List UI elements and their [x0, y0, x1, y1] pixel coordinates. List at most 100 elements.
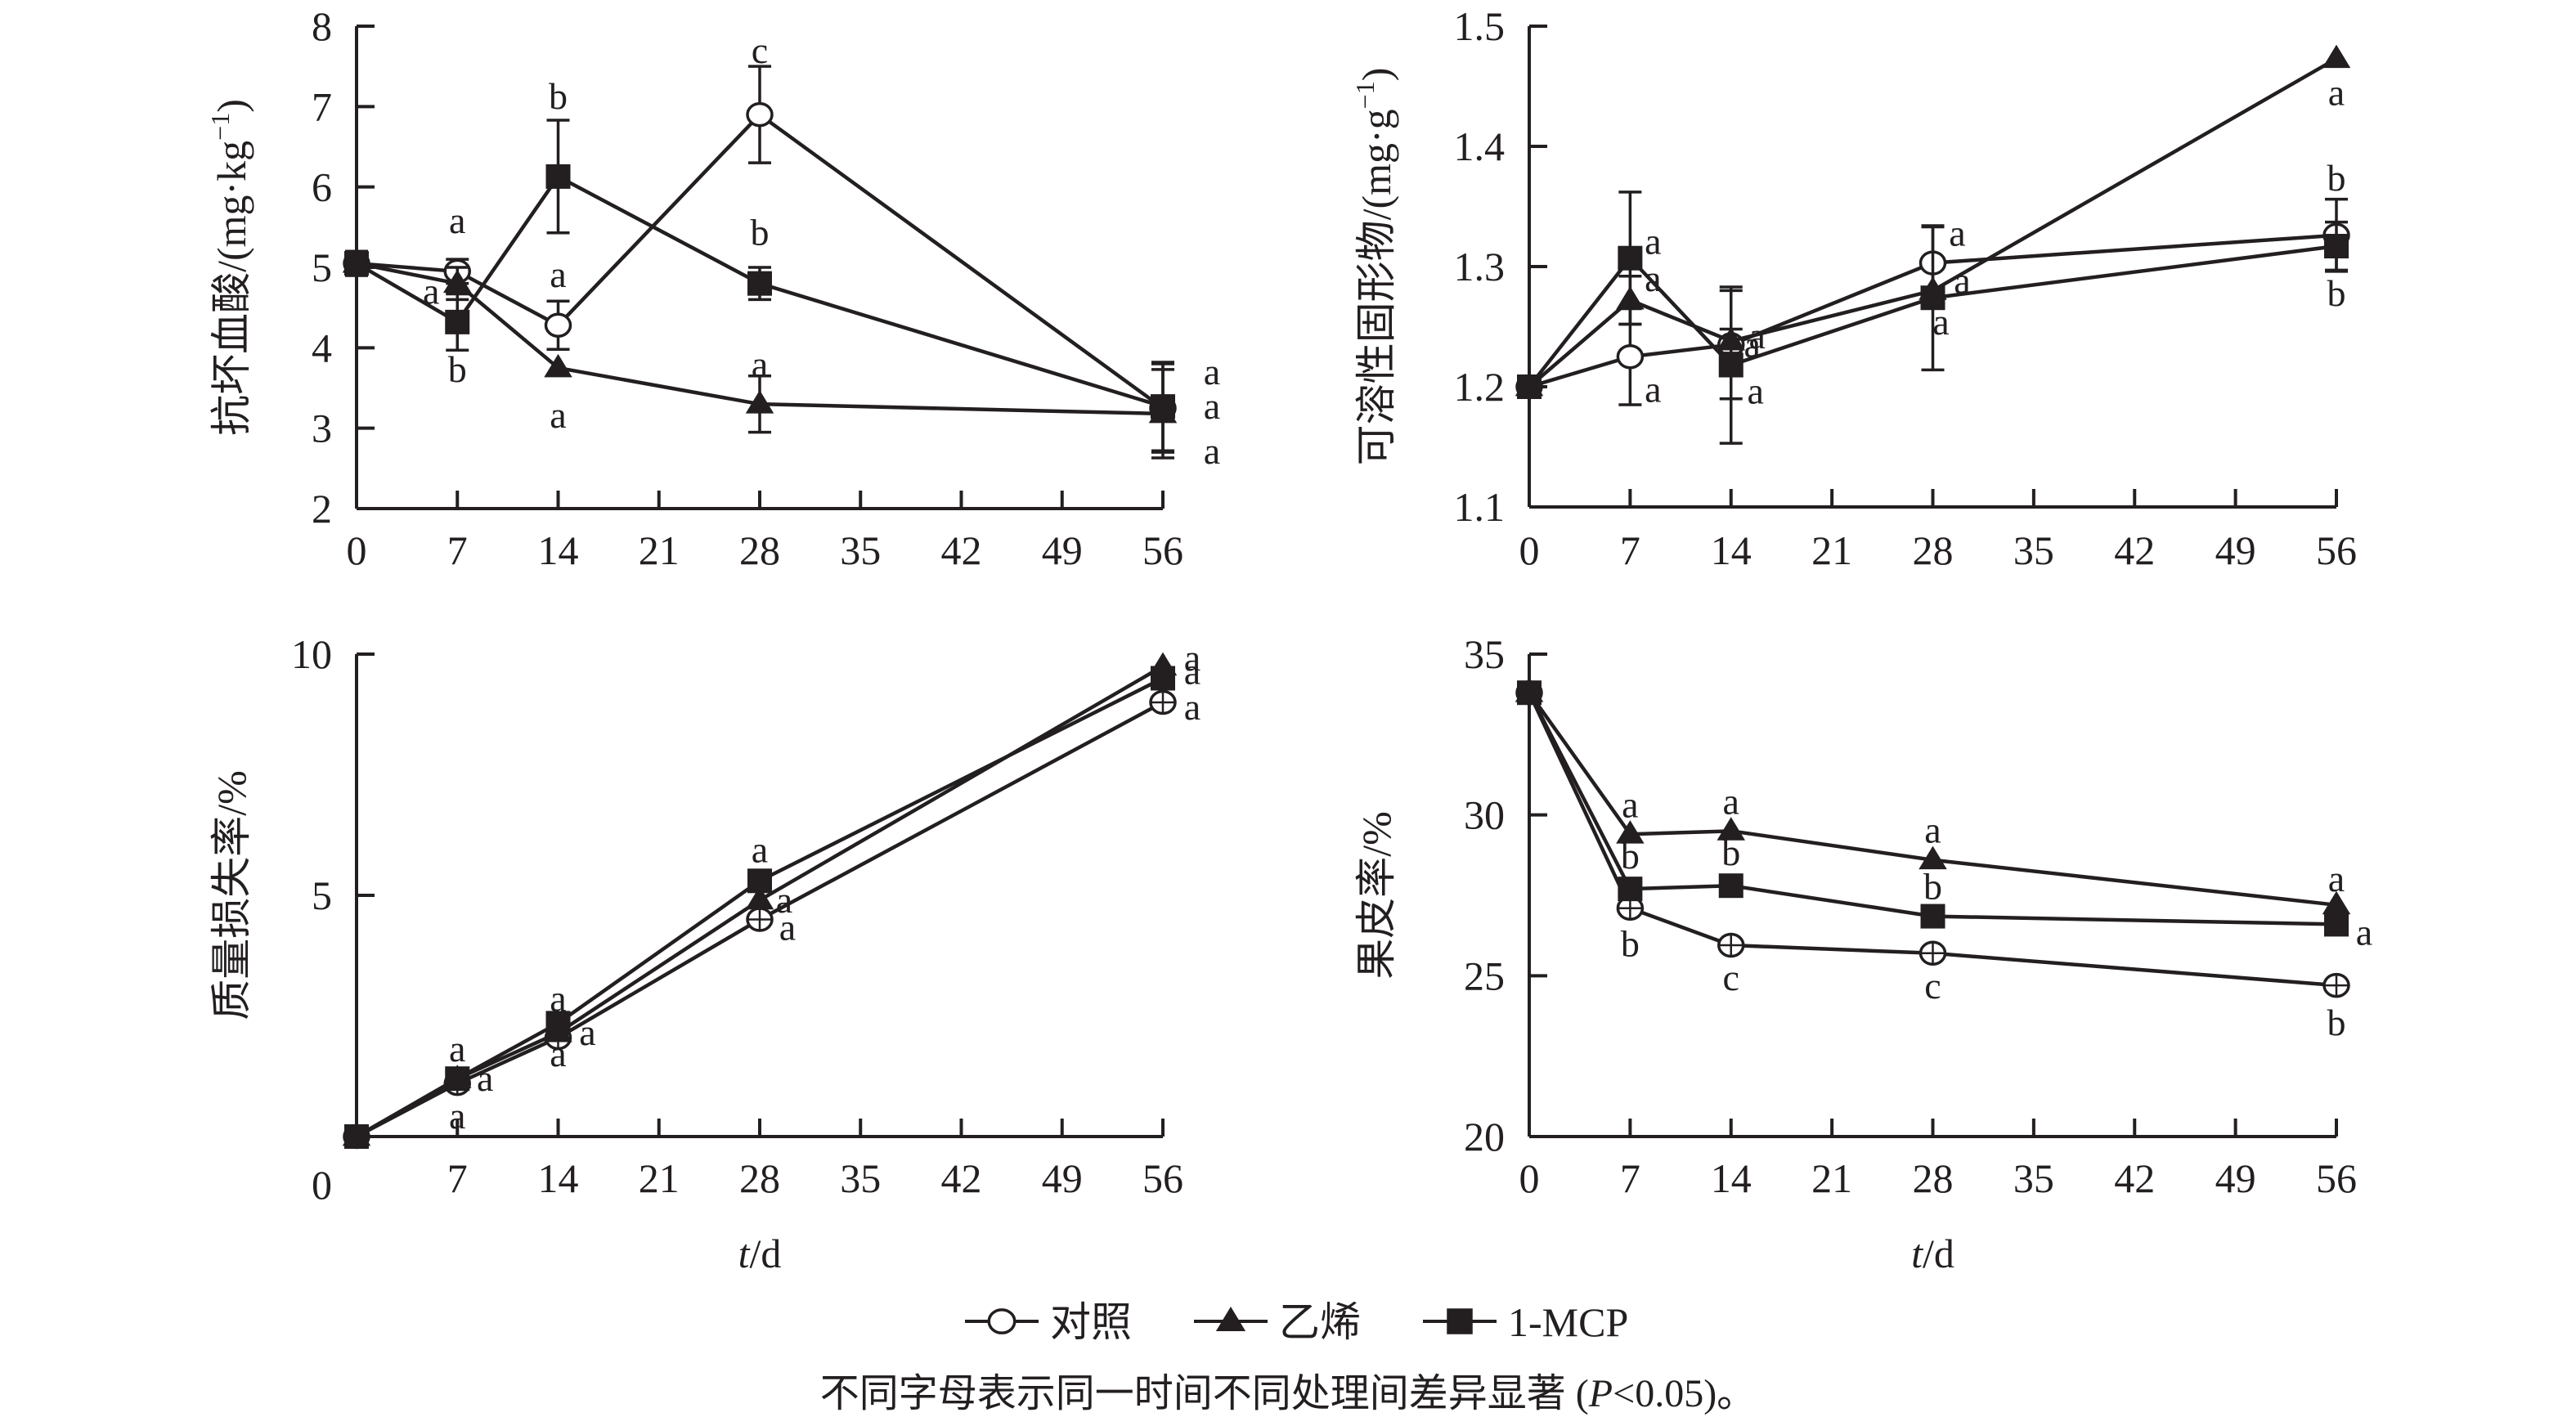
y-tick-label: 1.5: [1454, 3, 1506, 49]
significance-letter: a: [1204, 430, 1220, 472]
y-tick-label: 5: [312, 872, 332, 918]
marker-square: [445, 309, 470, 334]
x-axis-title-var: t: [1911, 1231, 1923, 1276]
marker-triangle: [2322, 44, 2351, 69]
y-tick-label: 10: [291, 631, 332, 677]
y-axis-title-sup: −1: [205, 113, 235, 141]
significance-letter: b: [2327, 157, 2346, 199]
significance-letter: a: [752, 343, 768, 385]
significance-letter: c: [1924, 965, 1941, 1007]
significance-letter: b: [2327, 1002, 2346, 1043]
significance-letter: a: [1748, 370, 1764, 412]
x-tick-label: 28: [739, 1155, 780, 1201]
y-tick-label: 25: [1464, 953, 1505, 998]
y-tick-label: 7: [312, 83, 332, 129]
significance-letter: a: [2328, 858, 2345, 899]
marker-triangle: [1717, 817, 1745, 841]
significance-letter: a: [477, 1057, 493, 1099]
significance-letter: a: [550, 253, 566, 295]
marker-square: [1151, 394, 1175, 419]
x-tick-label: 49: [1042, 527, 1083, 573]
significance-letter: b: [1721, 832, 1740, 873]
legend-item: 乙烯: [1194, 1299, 1361, 1345]
caption-before: 不同字母表示同一时间不同处理间差异显著 (: [820, 1372, 1589, 1415]
x-tick-label: 21: [1811, 527, 1852, 573]
significance-letter: a: [1749, 315, 1766, 356]
marker-triangle: [1215, 1307, 1246, 1331]
significance-letter: a: [1645, 368, 1661, 410]
marker-square: [1517, 374, 1542, 399]
x-tick-label: 14: [538, 1155, 579, 1201]
legend-item: 1-MCP: [1423, 1299, 1628, 1345]
x-tick-label: 49: [1042, 1155, 1083, 1201]
y-tick-label: 8: [312, 3, 332, 49]
marker-square: [445, 1066, 470, 1092]
significance-letter: a: [1204, 351, 1220, 392]
marker-square: [1718, 352, 1744, 378]
x-tick-label: 56: [1142, 1155, 1183, 1201]
significance-letter: a: [1184, 637, 1200, 679]
marker-square: [747, 271, 772, 296]
significance-letter: a: [776, 879, 792, 921]
y-tick-label: 1.1: [1454, 484, 1506, 530]
y-tick-label: 35: [1464, 631, 1505, 677]
significance-letter: a: [1924, 809, 1941, 851]
x-tick-label: 28: [739, 527, 780, 573]
marker-square: [1517, 680, 1542, 706]
x-tick-label: 0: [1519, 1155, 1540, 1201]
significance-letter: a: [1954, 259, 1970, 301]
marker-square: [2324, 912, 2349, 937]
legend-label: 对照: [1050, 1299, 1132, 1345]
y-tick-label: 1.4: [1454, 123, 1506, 169]
significance-letter: b: [1923, 866, 1942, 908]
x-tick-label: 42: [2114, 527, 2155, 573]
significance-letter: a: [1184, 651, 1200, 693]
x-tick-label: 49: [2215, 1155, 2256, 1201]
significance-letter: a: [579, 1011, 595, 1053]
x-tick-label: 7: [1620, 527, 1640, 573]
y-axis-title-main: 质量损失率/%: [209, 770, 254, 1020]
y-axis-title-close: ): [209, 99, 254, 113]
x-axis-title-unit: /d: [750, 1231, 782, 1276]
significance-letter: a: [1184, 686, 1200, 728]
significance-letter: a: [550, 977, 566, 1019]
x-axis-title: t/d: [738, 1231, 782, 1276]
marker-square: [1718, 873, 1744, 899]
y-tick-label: 2: [312, 486, 332, 531]
legend-label: 乙烯: [1279, 1299, 1361, 1345]
y-axis-title: 果皮率/%: [1353, 811, 1399, 980]
x-tick-label: 56: [2316, 527, 2357, 573]
x-axis-title-unit: /d: [1923, 1231, 1954, 1276]
marker-square: [1151, 666, 1175, 691]
x-tick-label: 49: [2215, 527, 2256, 573]
significance-letter: a: [2328, 72, 2345, 114]
marker-square: [545, 1011, 571, 1036]
significance-letter: a: [1204, 385, 1220, 427]
marker-square: [344, 251, 369, 276]
marker-circle: [544, 312, 572, 339]
x-tick-label: 7: [1620, 1155, 1640, 1201]
x-axis-title: t/d: [1911, 1231, 1954, 1276]
chart-soluble-solids: 1.1 1.2 1.3 1.4 1.5 0 7 14 21 28 35 42 49 56 可溶性固形物/(m…: [1350, 3, 2357, 573]
x-tick-label: 21: [1811, 1155, 1852, 1201]
y-tick-label: 20: [1464, 1114, 1505, 1159]
marker-triangle: [745, 886, 774, 910]
x-tick-label: 0: [1519, 527, 1540, 573]
significance-letter: a: [449, 1095, 465, 1137]
y-tick-label: 6: [312, 164, 332, 210]
marker-triangle: [443, 269, 472, 294]
marker-triangle: [2322, 890, 2351, 915]
y-tick-label: 30: [1464, 792, 1505, 838]
x-tick-label: 28: [1913, 1155, 1954, 1201]
x-tick-label: 14: [1711, 527, 1752, 573]
significance-letter: c: [752, 29, 768, 71]
marker-square: [2324, 234, 2349, 259]
marker-triangle: [1616, 820, 1645, 844]
x-tick-label: 28: [1913, 527, 1954, 573]
y-axis-title-main: 抗坏血酸/(mg·kg: [209, 141, 254, 436]
